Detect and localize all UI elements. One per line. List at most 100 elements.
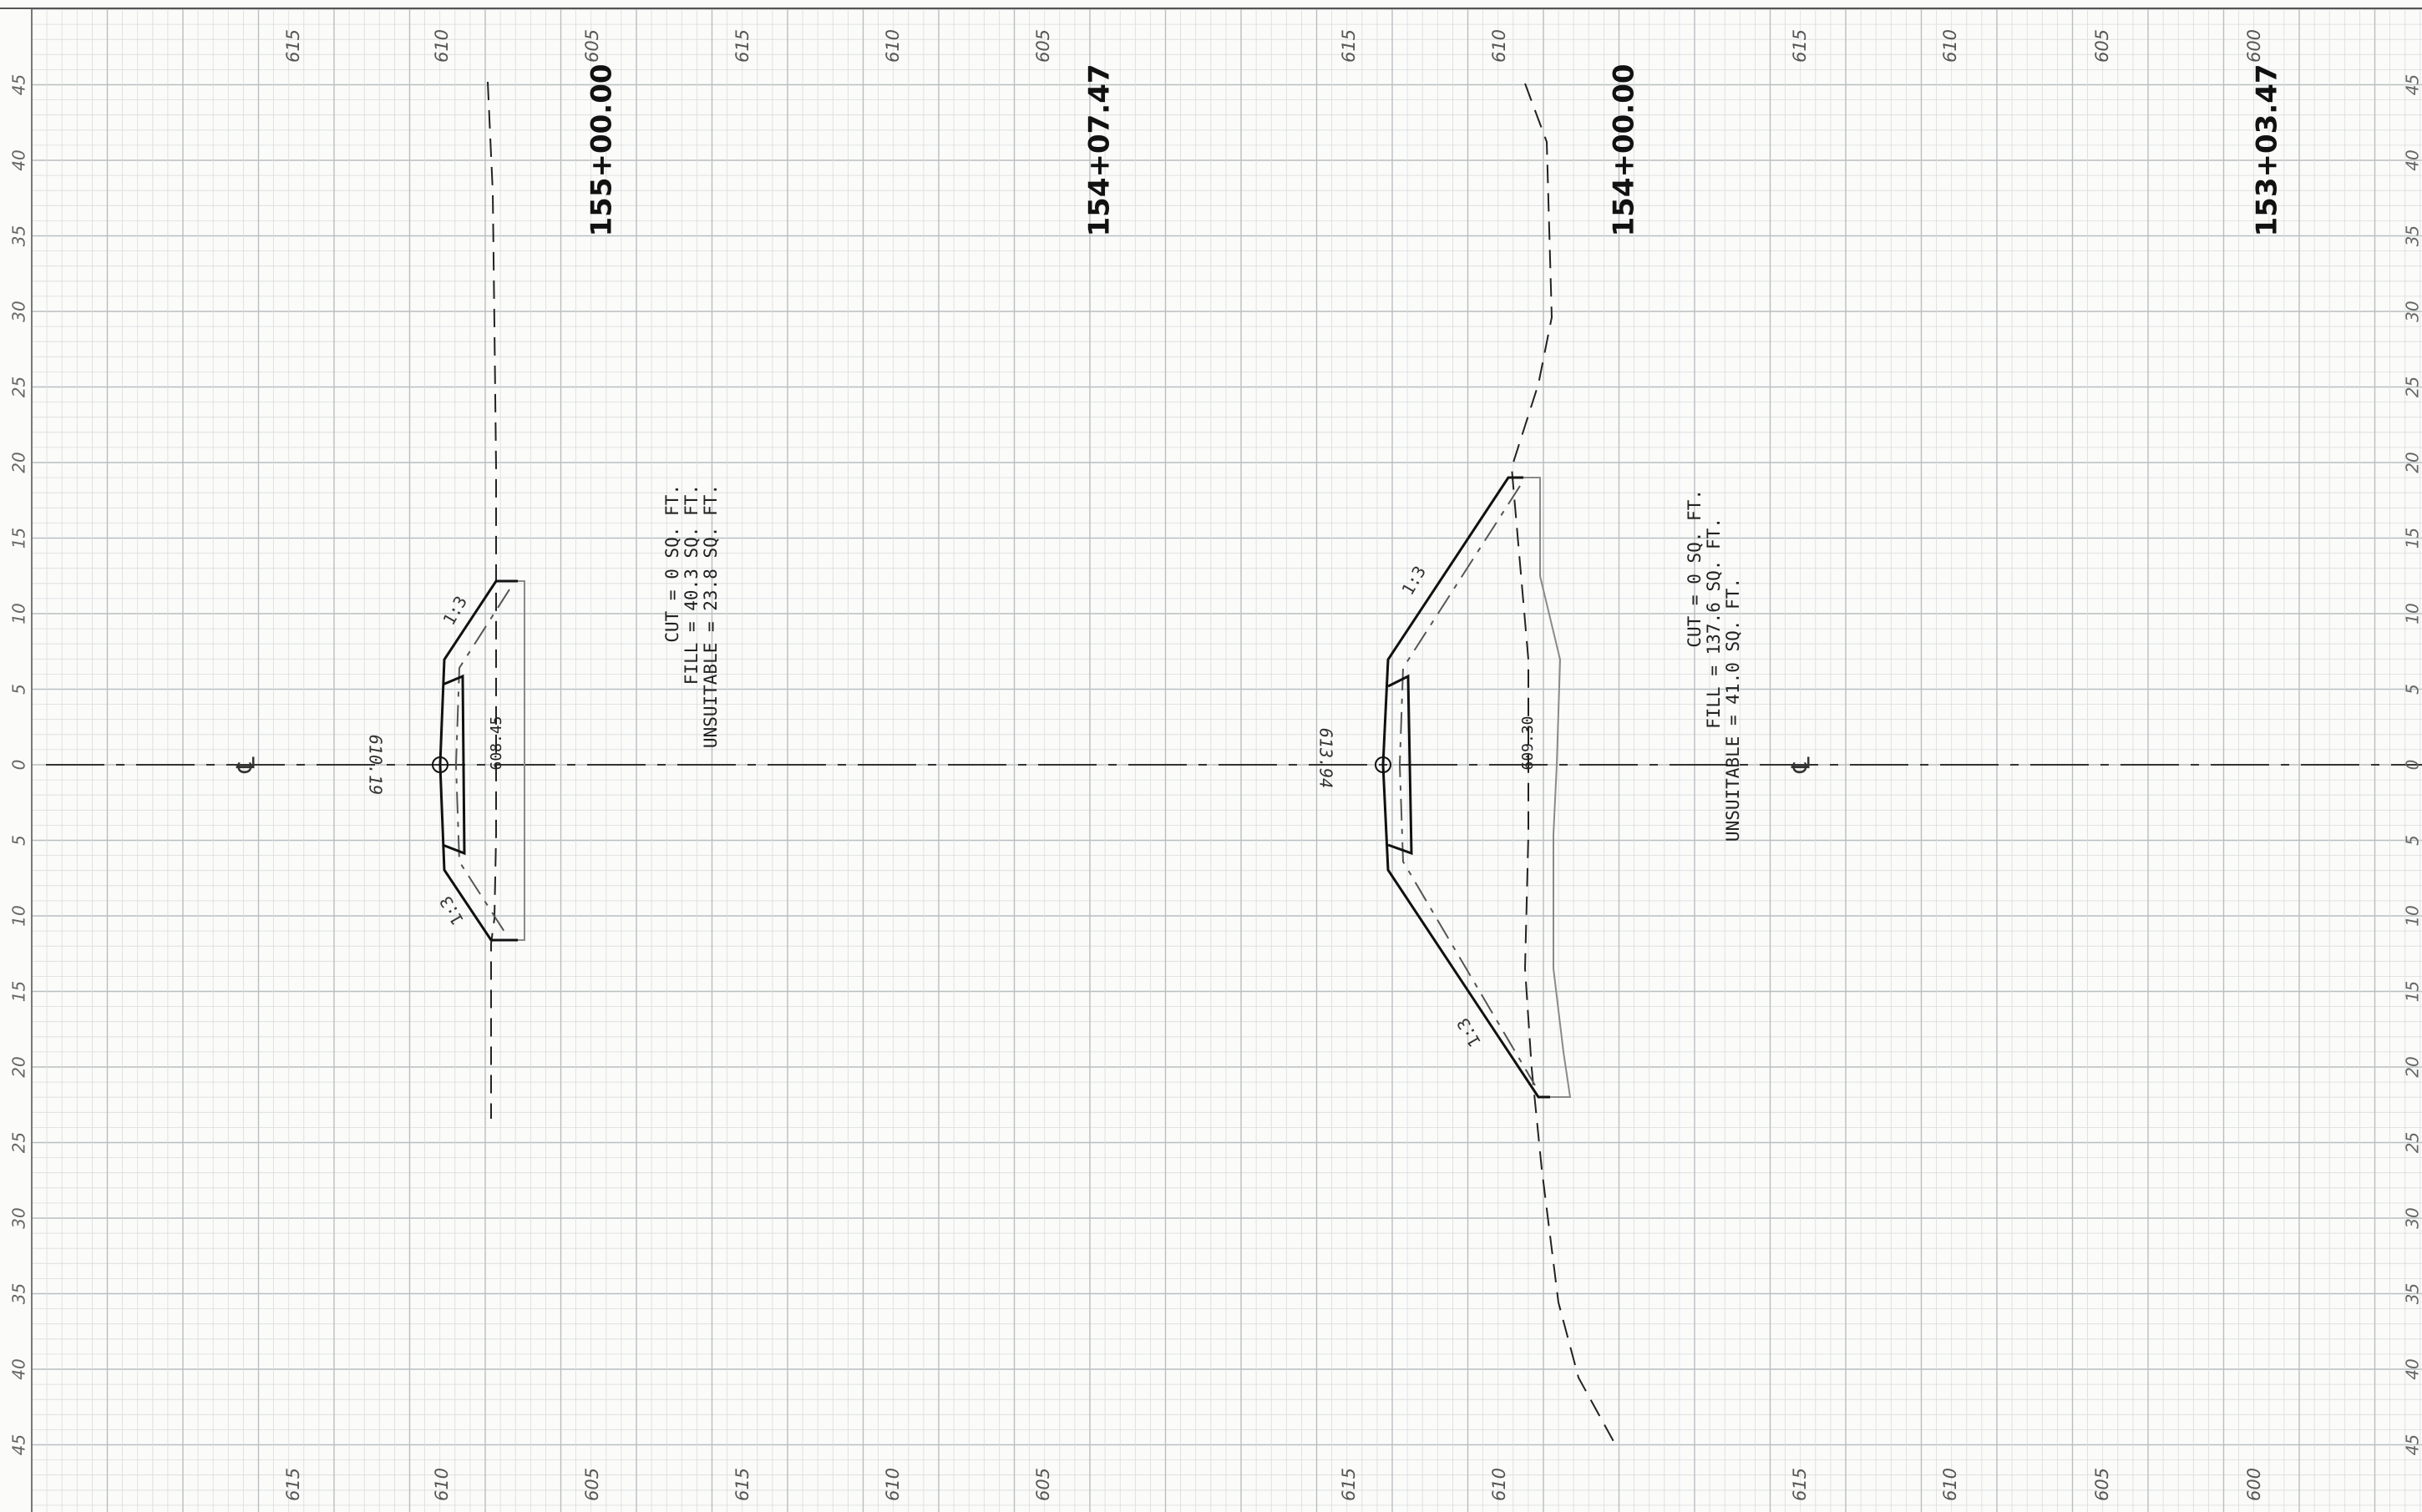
proposed-template [1381,476,1550,1099]
offset-label: 25 [9,1132,29,1153]
offset-label: 10 [9,603,29,624]
offset-label: 10 [2403,603,2422,624]
unsuitable-excavation-outline [1520,477,1572,1098]
slope-label-right: 1:3 [1452,1014,1485,1050]
offset-label: 30 [9,301,29,321]
elevation-label: 615 [283,1468,303,1501]
ground-elevation: 609.30 [1519,716,1537,770]
elevation-scale-top: 615 610 605 615 610 605 615 610 615 610 605 600 [283,29,2264,63]
offset-label: 45 [2403,74,2422,95]
offset-label: 20 [9,1056,29,1077]
section-155-00: 610.19 608.45 1:3 1:3 155+00.00 CUT = 0 … [366,63,721,1119]
offset-label: 35 [9,1283,29,1304]
pavement-box [1387,674,1413,856]
offset-label: 35 [9,225,29,246]
elevation-label: 615 [1339,1468,1359,1501]
elevation-label: 605 [582,1468,602,1501]
offset-label: 15 [2403,981,2422,1002]
cut-quantity: CUT = 0 SQ. FT. [1685,489,1705,648]
existing-ground-line [487,81,497,1119]
offset-label: 10 [2403,905,2422,926]
slope-label-left: 1:3 [1397,563,1430,599]
offset-label: 5 [2403,684,2422,695]
offset-label: 5 [9,684,29,695]
elevation-label: 610 [883,1468,903,1501]
station-label: 155+00.00 [585,63,619,236]
offset-label: 25 [9,377,29,397]
offset-label: 35 [2403,225,2422,246]
centerline-elevation: 610.19 [366,735,386,795]
offset-label: 20 [2403,452,2422,473]
cut-quantity: CUT = 0 SQ. FT. [662,484,682,643]
subgrade-line [454,589,510,933]
elevation-label: 610 [1940,29,1960,63]
offset-label: 0 [9,760,29,771]
elevation-label: 605 [1033,29,1053,63]
offset-label: 40 [9,149,29,170]
elevation-scale-bottom: 615 610 605 615 610 605 615 610 615 610 605 600 [283,1468,2264,1501]
station-label: 154+00.00 [1608,63,1641,236]
offset-label: 5 [2403,835,2422,846]
slope-label-left: 1:3 [438,593,471,629]
offset-label: 45 [9,74,29,95]
offset-label: 40 [9,1358,29,1379]
offset-label: 20 [2403,1056,2422,1077]
offset-label: 30 [2403,301,2422,321]
station-label: 154+07.47 [1083,63,1117,236]
centerline-elevation: 613.94 [1316,728,1336,788]
offset-label: 25 [2403,1132,2422,1153]
elevation-label: 610 [432,1468,452,1501]
elevation-label: 615 [283,29,303,63]
fill-quantity: FILL = 40.3 SQ. FT. [682,484,702,685]
elevation-label: 605 [2092,1468,2112,1501]
centerline-symbol: ℄ [1787,756,1816,773]
graph-paper-grid [31,8,2422,1512]
offset-label: 30 [2403,1207,2422,1228]
offset-label: 10 [9,905,29,926]
elevation-label: 615 [1339,29,1359,63]
offset-label: 20 [9,452,29,473]
station-label: 153+03.47 [2251,63,2284,236]
elevation-label: 615 [732,1468,752,1501]
elevation-label: 600 [2244,1468,2264,1501]
unsuitable-quantity: UNSUITABLE = 23.8 SQ. FT. [701,484,721,748]
ground-elevation: 608.45 [488,716,505,770]
offset-label: 40 [2403,1358,2422,1379]
fill-quantity: FILL = 137.6 SQ. FT. [1704,518,1724,729]
offset-label: 45 [2403,1434,2422,1455]
existing-ground-line [1510,83,1616,1445]
offset-label: 0 [2403,760,2422,771]
elevation-label: 605 [2092,29,2112,63]
elevation-label: 615 [732,29,752,63]
offset-label: 15 [9,981,29,1002]
offset-label: 5 [9,835,29,846]
offset-scale-right: 45 40 35 30 25 20 15 10 5 0 5 10 15 20 25 30 35 40 45 [2403,74,2422,1455]
elevation-label: 610 [432,29,452,63]
offset-label: 15 [9,528,29,549]
offset-label: 35 [2403,1283,2422,1304]
elevation-label: 610 [883,29,903,63]
pavement-box [442,674,466,856]
elevation-label: 605 [1033,1468,1053,1501]
unsuitable-quantity: UNSUITABLE = 41.0 SQ. FT. [1723,578,1743,842]
elevation-label: 610 [1940,1468,1960,1501]
section-153-03: 153+03.47 [2251,63,2284,236]
offset-label: 15 [2403,528,2422,549]
subgrade-line [1398,485,1536,1086]
proposed-template [438,579,518,942]
elevation-label: 610 [1489,29,1509,63]
offset-label: 30 [9,1207,29,1228]
section-154-00: 613.94 609.30 1:3 1:3 154+00.00 CUT = 0 … [1316,63,1743,1445]
elevation-label: 600 [2244,29,2264,63]
offset-label: 25 [2403,377,2422,397]
offset-label: 45 [9,1434,29,1455]
centerline-symbol: ℄ [232,756,261,773]
offset-label: 40 [2403,149,2422,170]
elevation-label: 615 [1790,29,1810,63]
centerline-point [1375,756,1391,773]
centerline-point [432,756,448,773]
elevation-label: 615 [1790,1468,1810,1501]
section-154-07: 154+07.47 [1083,63,1117,236]
